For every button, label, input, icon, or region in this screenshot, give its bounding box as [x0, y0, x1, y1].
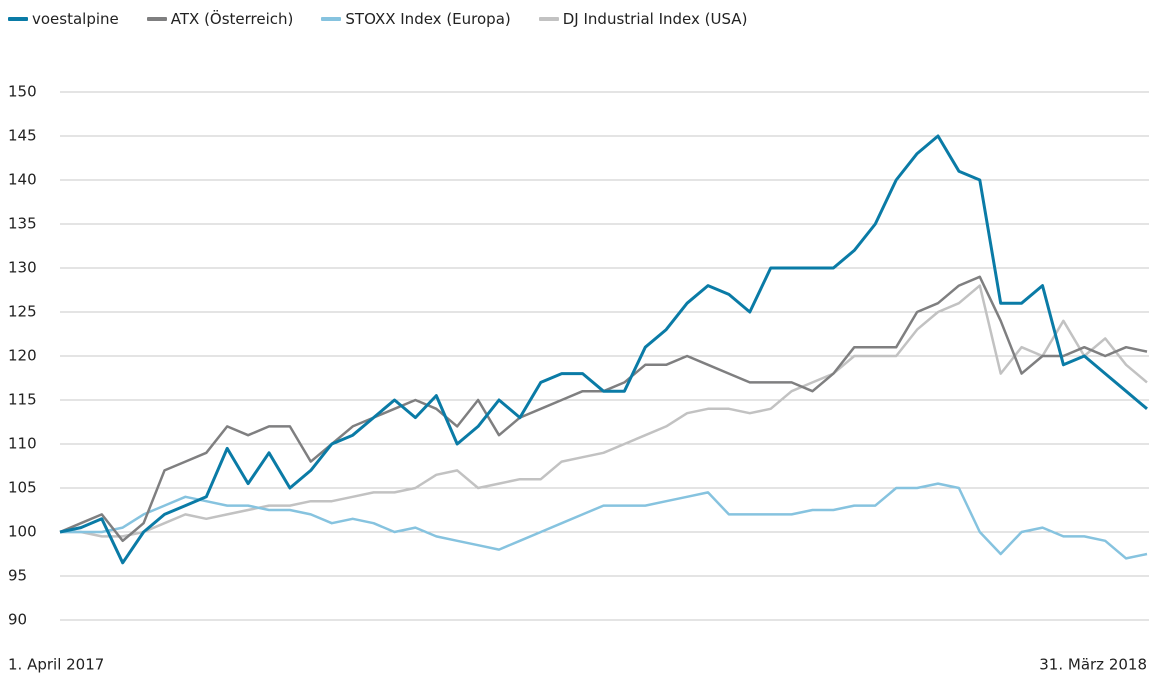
legend-item: STOXX Index (Europa): [321, 10, 511, 28]
legend-item: ATX (Österreich): [146, 10, 294, 28]
legend-item: DJ Industrial Index (USA): [538, 10, 748, 28]
legend-swatch: [321, 17, 342, 21]
y-tick-label: 110: [8, 435, 37, 453]
y-tick-label: 100: [8, 523, 37, 541]
legend-label: DJ Industrial Index (USA): [562, 10, 748, 28]
x-tick-label: 1. April 2017: [8, 656, 104, 674]
y-tick-label: 90: [8, 611, 27, 629]
series-line: [60, 482, 1148, 560]
legend-label: voestalpine: [32, 10, 119, 28]
series-line: [59, 134, 1148, 565]
series-line: [60, 284, 1148, 538]
y-tick-label: 150: [8, 83, 37, 101]
y-tick-label: 125: [8, 303, 37, 321]
legend-label: ATX (Österreich): [170, 10, 294, 28]
y-tick-label: 145: [8, 127, 37, 145]
legend-label: STOXX Index (Europa): [345, 10, 511, 28]
series-line: [59, 275, 1148, 543]
y-tick-label: 135: [8, 215, 37, 233]
legend: voestalpine ATX (Österreich) STOXX Index (…: [8, 10, 747, 28]
legend-swatch: [146, 17, 167, 21]
y-tick-label: 140: [8, 171, 37, 189]
legend-swatch: [538, 17, 559, 21]
y-tick-label: 120: [8, 347, 37, 365]
legend-item: voestalpine: [8, 10, 119, 28]
y-tick-label: 105: [8, 479, 37, 497]
x-tick-label: 31. März 2018: [1039, 656, 1147, 674]
y-tick-label: 130: [8, 259, 37, 277]
y-tick-label: 115: [8, 391, 37, 409]
y-tick-label: 95: [8, 567, 27, 585]
legend-swatch: [8, 17, 28, 21]
